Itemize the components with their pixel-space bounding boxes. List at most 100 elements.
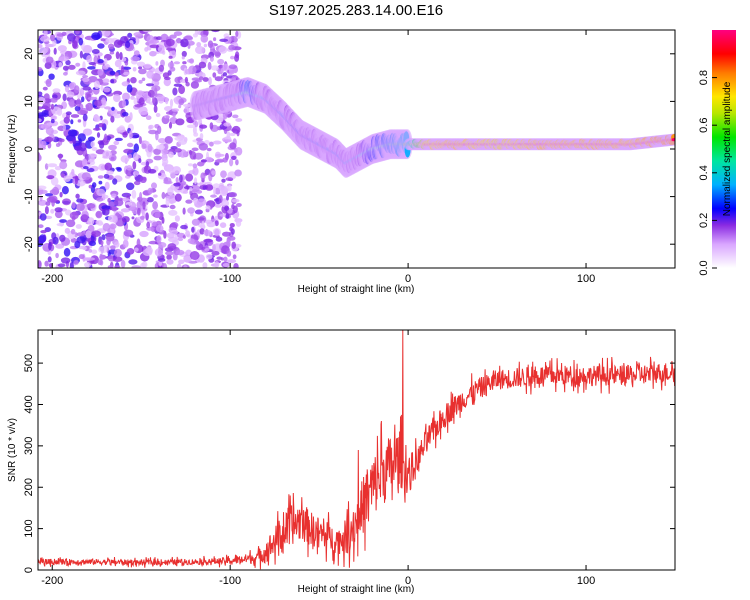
heatmap-cell: [205, 219, 213, 224]
heatmap-cell: [131, 265, 142, 268]
heatmap-cell: [231, 198, 240, 203]
heatmap-cell: [152, 201, 159, 210]
heatmap-cell: [128, 130, 133, 140]
heatmap-cell: [94, 99, 103, 107]
heatmap-cell: [91, 32, 101, 40]
heatmap-cell: [38, 44, 43, 49]
heatmap-cell: [201, 221, 205, 229]
heatmap-cell: [214, 76, 223, 82]
heatmap-cell: [47, 163, 58, 168]
heatmap-cell: [154, 81, 160, 86]
heatmap-cell: [227, 259, 237, 264]
heatmap-cell: [82, 77, 90, 83]
heatmap-cell: [125, 204, 130, 208]
heatmap-cell: [103, 133, 108, 142]
heatmap-cell: [191, 226, 195, 233]
heatmap-cell: [86, 203, 96, 209]
heatmap-cell: [46, 175, 55, 180]
heatmap-cell: [57, 263, 66, 268]
heatmap-cell: [219, 38, 229, 42]
heatmap-cell: [132, 161, 137, 170]
heatmap-cell: [48, 195, 58, 203]
heatmap-cell: [59, 191, 63, 198]
y-tick-label: -20: [23, 236, 35, 252]
heatmap-cell: [42, 86, 48, 91]
heatmap-cell: [211, 30, 220, 33]
heatmap-cell: [127, 153, 133, 159]
heatmap-cell: [133, 50, 140, 56]
heatmap-cell: [169, 98, 174, 108]
heatmap-cell: [113, 241, 120, 248]
heatmap-cell: [98, 180, 103, 185]
heatmap-cell: [220, 199, 230, 208]
heatmap-cell: [59, 138, 65, 143]
colorbar-axes: 0.0 0.2 0.4 0.6 0.8: [698, 70, 717, 276]
heatmap-cell: [180, 38, 189, 48]
y-tick-label: 20: [23, 48, 35, 60]
heatmap-cell: [196, 182, 204, 186]
heatmap-cell: [82, 45, 93, 54]
heatmap-cell: [214, 261, 220, 268]
heatmap-cell: [221, 178, 226, 183]
heatmap-cell: [183, 254, 192, 263]
heatmap-cell: [100, 240, 104, 246]
heatmap-cell: [163, 180, 173, 185]
heatmap-cell: [38, 67, 43, 72]
heatmap-cell: [132, 134, 140, 139]
heatmap-cell: [145, 115, 152, 120]
heatmap-cell: [115, 51, 120, 60]
heatmap-cell: [133, 152, 139, 161]
heatmap-cell: [161, 191, 166, 200]
heatmap-cell: [54, 210, 63, 219]
heatmap-cell: [198, 61, 207, 69]
heatmap-cell: [96, 188, 106, 197]
heatmap-cell: [75, 70, 86, 76]
heatmap-cell: [90, 255, 99, 265]
heatmap-cell: [158, 172, 162, 176]
heatmap-cell: [187, 43, 191, 49]
heatmap-cell: [96, 197, 104, 202]
heatmap-cell: [75, 30, 80, 35]
heatmap-cell: [228, 192, 237, 198]
heatmap-cell: [102, 155, 108, 159]
heatmap-cell: [61, 186, 69, 195]
heatmap-cell: [79, 50, 83, 59]
heatmap-cell: [139, 191, 143, 201]
heatmap-cell: [194, 120, 199, 128]
y-tick-label: 100: [23, 519, 35, 537]
heatmap-cell: [153, 155, 162, 161]
heatmap-cell: [144, 47, 149, 52]
heatmap-cell: [169, 200, 174, 204]
heatmap-cell: [177, 237, 184, 242]
heatmap-cell: [168, 169, 174, 174]
heatmap-cell: [86, 167, 95, 173]
y-tick-label: 300: [23, 437, 35, 455]
heatmap-cell: [199, 228, 205, 235]
heatmap-cell: [78, 37, 84, 46]
heatmap-cell: [90, 141, 95, 148]
heatmap-cell: [182, 61, 187, 65]
heatmap-cell: [102, 208, 110, 216]
heatmap-cell: [228, 44, 236, 51]
heatmap-cell: [185, 230, 191, 237]
heatmap-cell: [157, 265, 163, 268]
heatmap-cell: [173, 61, 181, 65]
heatmap-cell: [77, 119, 82, 123]
heatmap-cell: [172, 166, 181, 175]
heatmap-cell: [50, 97, 58, 103]
heatmap-cell: [137, 207, 141, 216]
heatmap-cell: [191, 147, 199, 152]
heatmap-cell: [101, 30, 111, 37]
heatmap-cell: [111, 193, 117, 199]
heatmap-cell: [151, 96, 156, 105]
heatmap-cell: [109, 51, 115, 55]
heatmap-cell: [71, 168, 75, 176]
heatmap-cell: [203, 43, 208, 48]
heatmap-cell: [187, 207, 196, 214]
heatmap-cell: [149, 44, 160, 49]
heatmap-cell: [82, 128, 93, 136]
heatmap-cell: [171, 108, 179, 112]
heatmap-cell: [226, 131, 231, 139]
y-tick-label: 0: [23, 567, 35, 573]
